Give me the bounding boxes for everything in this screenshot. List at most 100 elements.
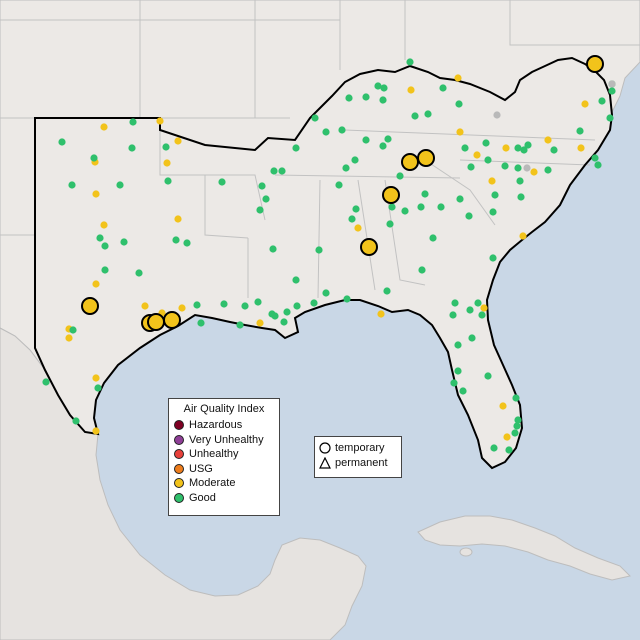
moderate-monitor-dot[interactable] (174, 137, 182, 145)
moderate-monitor-dot[interactable] (544, 136, 552, 144)
good-monitor-dot[interactable] (451, 299, 459, 307)
moderate-monitor-dot[interactable] (178, 304, 186, 312)
good-monitor-dot[interactable] (68, 181, 76, 189)
good-monitor-dot[interactable] (455, 100, 463, 108)
good-monitor-dot[interactable] (505, 446, 513, 454)
no-data-monitor-dot[interactable] (608, 80, 616, 88)
moderate-monitor-dot[interactable] (530, 168, 538, 176)
good-monitor-dot[interactable] (129, 118, 137, 126)
good-monitor-dot[interactable] (292, 144, 300, 152)
good-monitor-dot[interactable] (254, 298, 262, 306)
good-monitor-dot[interactable] (417, 203, 425, 211)
good-monitor-dot[interactable] (514, 164, 522, 172)
good-monitor-dot[interactable] (292, 276, 300, 284)
good-monitor-dot[interactable] (594, 161, 602, 169)
good-monitor-dot[interactable] (315, 246, 323, 254)
good-monitor-dot[interactable] (135, 269, 143, 277)
good-monitor-dot[interactable] (514, 416, 522, 424)
good-monitor-dot[interactable] (322, 289, 330, 297)
good-monitor-dot[interactable] (576, 127, 584, 135)
good-monitor-dot[interactable] (467, 163, 475, 171)
moderate-monitor-dot[interactable] (456, 128, 464, 136)
good-monitor-dot[interactable] (465, 212, 473, 220)
good-monitor-dot[interactable] (456, 195, 464, 203)
moderate-monitor-dot[interactable] (354, 224, 362, 232)
moderate-monitor-dot[interactable] (407, 86, 415, 94)
temporary-monitor-moderate[interactable] (147, 313, 165, 331)
moderate-monitor-dot[interactable] (65, 334, 73, 342)
good-monitor-dot[interactable] (310, 299, 318, 307)
good-monitor-dot[interactable] (96, 234, 104, 242)
temporary-monitor-moderate[interactable] (360, 238, 378, 256)
moderate-monitor-dot[interactable] (519, 232, 527, 240)
good-monitor-dot[interactable] (258, 182, 266, 190)
good-monitor-dot[interactable] (550, 146, 558, 154)
moderate-monitor-dot[interactable] (256, 319, 264, 327)
good-monitor-dot[interactable] (513, 422, 521, 430)
moderate-monitor-dot[interactable] (473, 151, 481, 159)
moderate-monitor-dot[interactable] (100, 123, 108, 131)
good-monitor-dot[interactable] (72, 417, 80, 425)
good-monitor-dot[interactable] (478, 311, 486, 319)
moderate-monitor-dot[interactable] (92, 280, 100, 288)
good-monitor-dot[interactable] (429, 234, 437, 242)
good-monitor-dot[interactable] (386, 220, 394, 228)
good-monitor-dot[interactable] (401, 207, 409, 215)
good-monitor-dot[interactable] (345, 94, 353, 102)
good-monitor-dot[interactable] (461, 144, 469, 152)
good-monitor-dot[interactable] (468, 334, 476, 342)
good-monitor-dot[interactable] (162, 143, 170, 151)
temporary-monitor-moderate[interactable] (586, 55, 604, 73)
good-monitor-dot[interactable] (256, 206, 264, 214)
good-monitor-dot[interactable] (348, 215, 356, 223)
good-monitor-dot[interactable] (164, 177, 172, 185)
good-monitor-dot[interactable] (491, 191, 499, 199)
good-monitor-dot[interactable] (218, 178, 226, 186)
good-monitor-dot[interactable] (490, 444, 498, 452)
good-monitor-dot[interactable] (482, 139, 490, 147)
good-monitor-dot[interactable] (183, 239, 191, 247)
good-monitor-dot[interactable] (193, 301, 201, 309)
moderate-monitor-dot[interactable] (92, 427, 100, 435)
good-monitor-dot[interactable] (424, 110, 432, 118)
good-monitor-dot[interactable] (379, 142, 387, 150)
good-monitor-dot[interactable] (501, 162, 509, 170)
moderate-monitor-dot[interactable] (163, 159, 171, 167)
good-monitor-dot[interactable] (418, 266, 426, 274)
good-monitor-dot[interactable] (517, 193, 525, 201)
moderate-monitor-dot[interactable] (581, 100, 589, 108)
good-monitor-dot[interactable] (383, 287, 391, 295)
no-data-monitor-dot[interactable] (493, 111, 501, 119)
good-monitor-dot[interactable] (172, 236, 180, 244)
good-monitor-dot[interactable] (270, 167, 278, 175)
temporary-monitor-moderate[interactable] (81, 297, 99, 315)
good-monitor-dot[interactable] (335, 181, 343, 189)
good-monitor-dot[interactable] (466, 306, 474, 314)
good-monitor-dot[interactable] (608, 87, 616, 95)
good-monitor-dot[interactable] (437, 203, 445, 211)
good-monitor-dot[interactable] (454, 367, 462, 375)
good-monitor-dot[interactable] (262, 195, 270, 203)
good-monitor-dot[interactable] (69, 326, 77, 334)
good-monitor-dot[interactable] (94, 384, 102, 392)
good-monitor-dot[interactable] (236, 321, 244, 329)
moderate-monitor-dot[interactable] (499, 402, 507, 410)
moderate-monitor-dot[interactable] (454, 74, 462, 82)
moderate-monitor-dot[interactable] (156, 117, 164, 125)
moderate-monitor-dot[interactable] (503, 433, 511, 441)
good-monitor-dot[interactable] (220, 300, 228, 308)
good-monitor-dot[interactable] (474, 299, 482, 307)
good-monitor-dot[interactable] (396, 172, 404, 180)
good-monitor-dot[interactable] (450, 379, 458, 387)
good-monitor-dot[interactable] (101, 266, 109, 274)
good-monitor-dot[interactable] (42, 378, 50, 386)
good-monitor-dot[interactable] (406, 58, 414, 66)
moderate-monitor-dot[interactable] (488, 177, 496, 185)
good-monitor-dot[interactable] (120, 238, 128, 246)
good-monitor-dot[interactable] (484, 156, 492, 164)
temporary-monitor-moderate[interactable] (417, 149, 435, 167)
good-monitor-dot[interactable] (459, 387, 467, 395)
good-monitor-dot[interactable] (598, 97, 606, 105)
moderate-monitor-dot[interactable] (577, 144, 585, 152)
